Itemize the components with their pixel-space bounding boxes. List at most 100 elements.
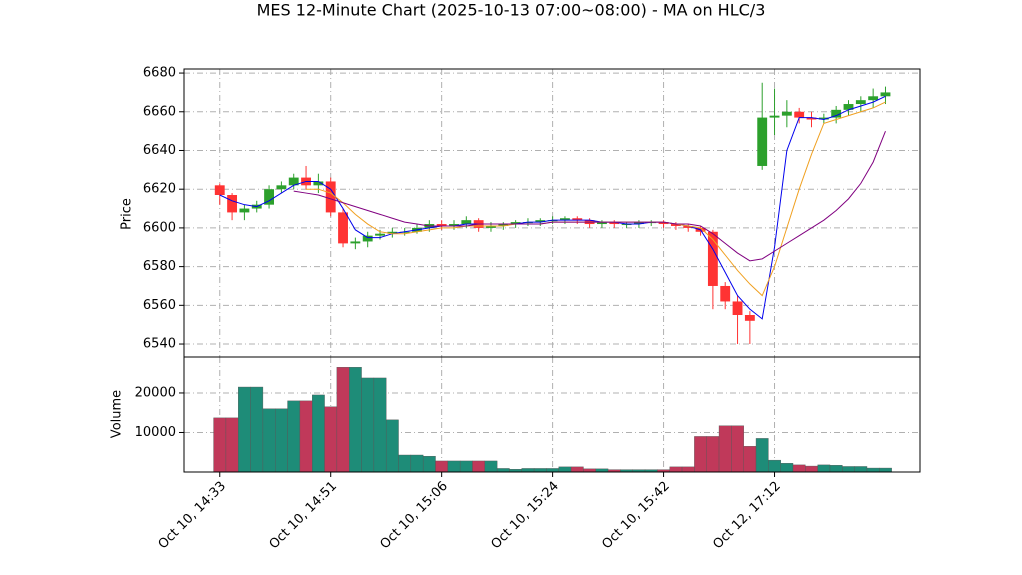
volume-axis-label: Volume [110, 390, 125, 438]
candle-body [633, 222, 644, 225]
candle-body [227, 195, 238, 213]
volume-bar [866, 467, 880, 473]
volume-bar [743, 446, 757, 473]
volume-bar [459, 460, 473, 473]
volume-bar [447, 460, 461, 473]
volume-bar [706, 436, 720, 473]
volume-bar [681, 466, 695, 473]
volume-bar [496, 468, 510, 473]
candle-body [609, 222, 620, 225]
candle-body [843, 104, 854, 110]
candle-body [683, 225, 694, 228]
volume-bar [250, 386, 264, 473]
candle-body [880, 92, 891, 97]
candle-body [387, 231, 398, 234]
candle-body [350, 241, 361, 244]
volume-bar [472, 460, 486, 473]
candle-body [486, 225, 496, 228]
volume-bar [792, 464, 806, 473]
volume-bar [718, 425, 732, 473]
chart-title: MES 12-Minute Chart (2025-10-13 07:00~08… [257, 1, 766, 20]
candle-body [214, 185, 225, 195]
candle-body [362, 235, 373, 242]
volume-bar [558, 466, 572, 473]
candle-body [670, 224, 681, 226]
volume-bar [521, 468, 535, 473]
volume-bar [817, 464, 831, 473]
x-tick-label: Oct 12, 17:12 [710, 479, 783, 552]
volume-bar [361, 377, 375, 473]
volume-bar [225, 417, 239, 473]
candle-body [720, 285, 731, 302]
candle-body [288, 177, 299, 186]
volume-tick-label: 10000 [135, 425, 176, 440]
candle-body [325, 181, 336, 213]
volume-bar [336, 367, 350, 473]
volume-bar [533, 468, 547, 473]
volume-bar [780, 463, 794, 473]
moving-average-line [219, 95, 886, 320]
volume-bar [373, 377, 387, 473]
volume-bar [385, 419, 399, 473]
candle-body [794, 111, 805, 118]
y-tick-label: 6580 [143, 259, 176, 274]
candle-body [855, 100, 866, 105]
volume-bar [694, 436, 707, 473]
y-tick-label: 6540 [143, 337, 176, 352]
volume-bar [312, 394, 325, 473]
volume-bar [546, 468, 559, 473]
volume-bar [570, 466, 584, 473]
candle-body [596, 222, 607, 225]
volume-bar [213, 417, 227, 473]
volume-bar [238, 386, 251, 473]
candle-body [781, 111, 792, 116]
volume-bar [879, 467, 892, 473]
candle-body [818, 117, 829, 120]
x-tick-label: Oct 10, 15:24 [488, 479, 561, 552]
candle-body [757, 117, 768, 166]
candle-body [707, 231, 718, 286]
candle-body [461, 220, 472, 225]
volume-tick-label: 20000 [135, 385, 176, 400]
candle-body [535, 220, 546, 223]
volume-bar [755, 438, 769, 473]
y-tick-label: 6560 [143, 298, 176, 313]
candle-body [449, 224, 459, 226]
volume-bar [805, 465, 818, 473]
y-tick-label: 6600 [143, 220, 176, 235]
volume-bar [484, 460, 498, 473]
volume-bar [435, 460, 449, 473]
candle-body [732, 301, 743, 315]
candle-body [276, 185, 287, 190]
volume-bar [287, 400, 301, 473]
volume-bar [854, 466, 868, 473]
plot-layer: Oct 10, 14:33 Oct 10, 14:51 Oct 10, 15:06 O… [135, 66, 920, 552]
volume-bar [842, 466, 855, 473]
candle-body [831, 109, 842, 118]
volume-frame [183, 356, 921, 473]
y-tick-label: 6680 [143, 66, 176, 81]
candle-body [868, 96, 879, 101]
candle-body [658, 222, 669, 225]
volume-bar [768, 459, 781, 473]
y-tick-label: 6660 [143, 104, 176, 119]
y-axis-label: Price [120, 198, 135, 230]
moving-average-line [293, 130, 886, 262]
candle-body [264, 189, 274, 205]
volume-bar [410, 454, 424, 473]
candle-body [436, 224, 447, 226]
volume-bar [829, 465, 843, 473]
y-tick-label: 6620 [143, 182, 176, 197]
x-tick-label: Oct 10, 14:51 [267, 479, 340, 552]
candle-body [769, 115, 780, 118]
volume-bar [669, 466, 683, 473]
volume-bar [262, 408, 276, 473]
candle-body [560, 218, 570, 221]
candle-body [498, 224, 509, 226]
volume-bar [324, 406, 338, 473]
x-tick-label: Oct 10, 15:42 [599, 479, 672, 552]
volume-bar [348, 367, 362, 473]
x-tick-label: Oct 10, 14:33 [156, 479, 229, 552]
volume-bar [398, 454, 412, 473]
